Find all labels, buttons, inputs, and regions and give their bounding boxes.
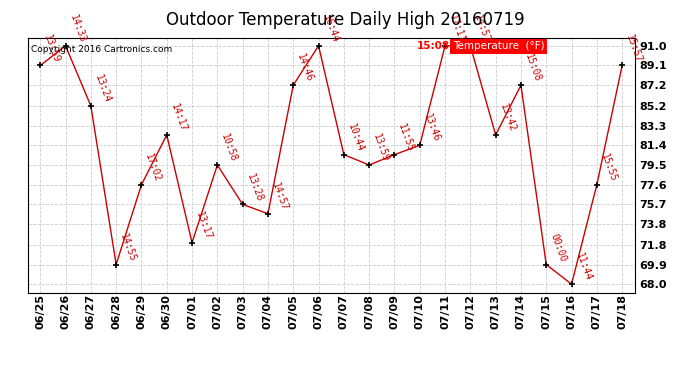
Text: Copyright 2016 Cartronics.com: Copyright 2016 Cartronics.com — [30, 45, 172, 54]
Text: 10:44: 10:44 — [346, 122, 365, 153]
Text: 13:24: 13:24 — [93, 74, 112, 104]
Text: 13:46: 13:46 — [422, 113, 441, 144]
Text: 15:55: 15:55 — [599, 152, 618, 183]
Text: 15:57: 15:57 — [624, 33, 644, 64]
Text: 13:17: 13:17 — [194, 210, 213, 241]
Text: 17:02: 17:02 — [144, 152, 163, 183]
Text: 14:33: 14:33 — [68, 13, 87, 44]
Text: 13:28: 13:28 — [245, 172, 264, 203]
Text: 14:57: 14:57 — [473, 13, 492, 44]
Text: 13:42: 13:42 — [497, 102, 517, 134]
Text: 17:11: 17:11 — [447, 13, 466, 44]
Text: 14:57: 14:57 — [270, 181, 289, 212]
Text: 14:17: 14:17 — [169, 102, 188, 134]
Text: 00:00: 00:00 — [549, 232, 568, 263]
Text: 10:58: 10:58 — [219, 132, 239, 164]
Text: 13:59: 13:59 — [42, 33, 61, 64]
Text: 15:08: 15:08 — [523, 53, 542, 84]
Text: 14:55: 14:55 — [118, 232, 137, 263]
Text: 13:59: 13:59 — [371, 132, 391, 164]
Text: Temperature  (°F): Temperature (°F) — [453, 41, 544, 51]
Text: 16:44: 16:44 — [321, 13, 340, 44]
Text: 11:44: 11:44 — [573, 252, 593, 283]
Text: 14:46: 14:46 — [295, 53, 315, 84]
Text: 15:08: 15:08 — [417, 41, 450, 51]
Text: 11:55: 11:55 — [397, 122, 416, 153]
Text: Outdoor Temperature Daily High 20160719: Outdoor Temperature Daily High 20160719 — [166, 11, 524, 29]
